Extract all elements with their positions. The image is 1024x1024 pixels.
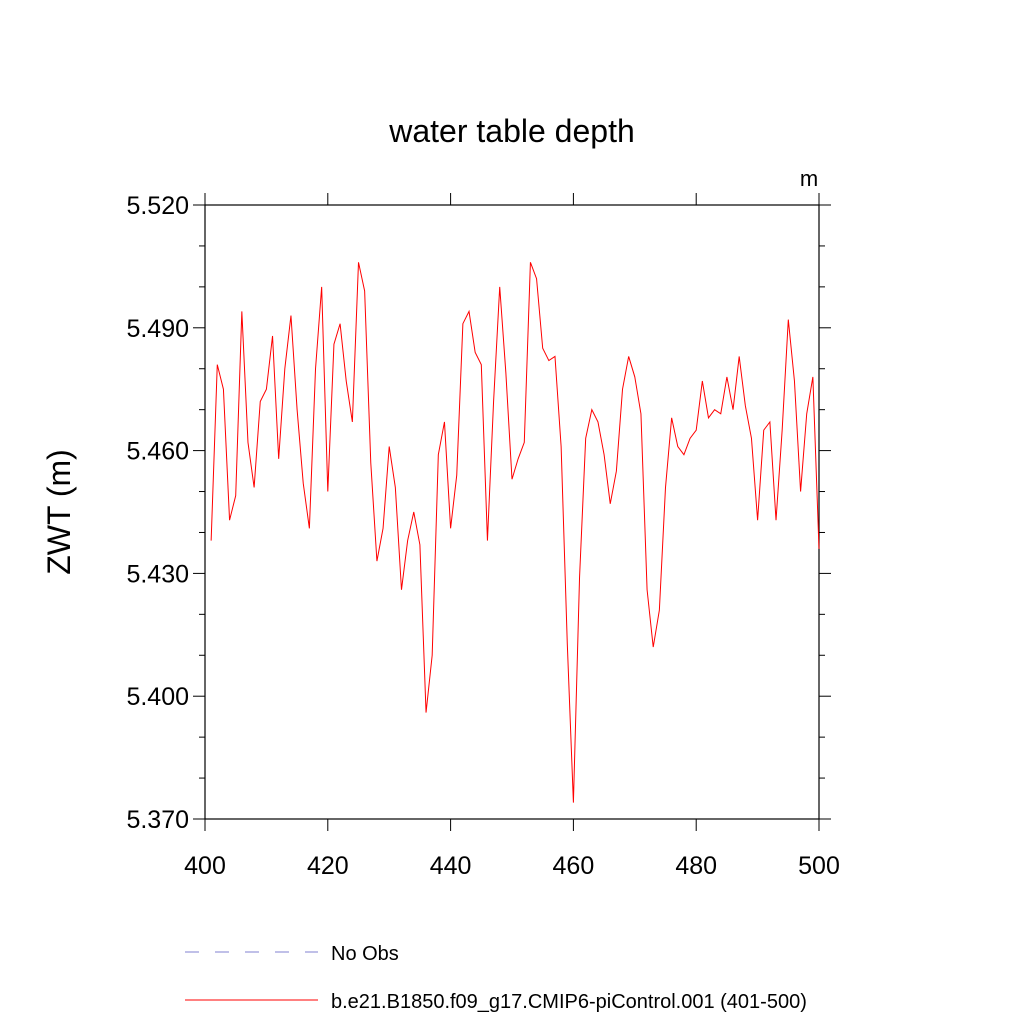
x-tick-label: 420 [307,852,349,880]
chart-title: water table depth [388,113,635,149]
x-tick-label: 500 [798,852,840,880]
series-line-1 [210,262,820,803]
legend: No Obs b.e21.B1850.f09_g17.CMIP6-piContr… [185,943,807,1013]
y-tick-label: 5.490 [126,315,189,343]
y-tick-label: 5.370 [126,806,189,834]
y-tick-label: 5.400 [126,683,189,711]
x-tick-label: 480 [675,852,717,880]
y-tick-label: 5.520 [126,192,189,220]
x-tick-label: 460 [553,852,595,880]
x-tick-label: 400 [184,852,226,880]
plot-frame [204,204,820,820]
units-label: m [800,166,818,191]
legend-label-control-run: b.e21.B1850.f09_g17.CMIP6-piControl.001 … [331,991,807,1013]
x-tick-label: 440 [430,852,472,880]
y-axis-label: ZWT (m) [41,449,77,575]
series-layer [210,262,820,803]
legend-label-no-obs: No Obs [331,943,399,965]
y-tick-label: 5.430 [126,560,189,588]
y-axis: 5.370 5.400 5.430 5.460 5.490 5.520 [126,192,831,834]
x-axis: 400 420 440 460 480 500 [184,193,840,880]
y-tick-label: 5.460 [126,438,189,466]
